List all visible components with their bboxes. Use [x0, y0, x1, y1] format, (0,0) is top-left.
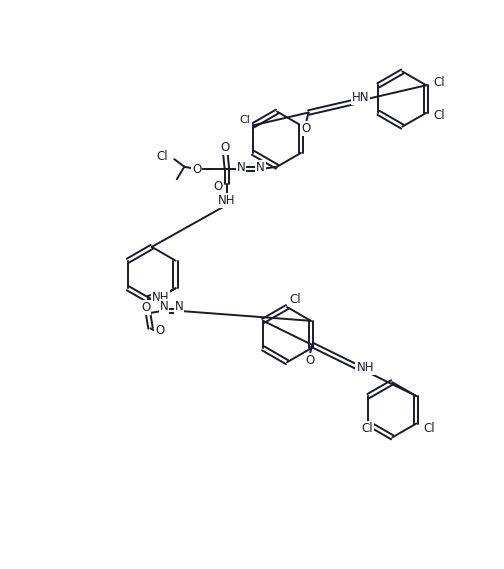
Text: Cl: Cl	[424, 422, 435, 435]
Text: O: O	[141, 301, 150, 314]
Text: N: N	[256, 161, 265, 174]
Text: N: N	[160, 300, 168, 314]
Text: N: N	[236, 161, 245, 174]
Text: Cl: Cl	[240, 116, 250, 125]
Text: Cl: Cl	[434, 109, 446, 122]
Text: O: O	[301, 122, 310, 135]
Text: Cl: Cl	[157, 150, 168, 163]
Text: O: O	[155, 324, 164, 337]
Text: HN: HN	[352, 92, 369, 105]
Text: O: O	[192, 163, 202, 176]
Text: O: O	[221, 141, 230, 154]
Text: NH: NH	[218, 194, 236, 207]
Text: N: N	[175, 300, 183, 314]
Text: O: O	[305, 354, 314, 368]
Text: Cl: Cl	[361, 422, 372, 435]
Text: O: O	[213, 180, 223, 193]
Text: Cl: Cl	[290, 293, 301, 306]
Text: NH: NH	[356, 361, 374, 374]
Text: NH: NH	[152, 291, 169, 304]
Text: Cl: Cl	[434, 76, 446, 89]
